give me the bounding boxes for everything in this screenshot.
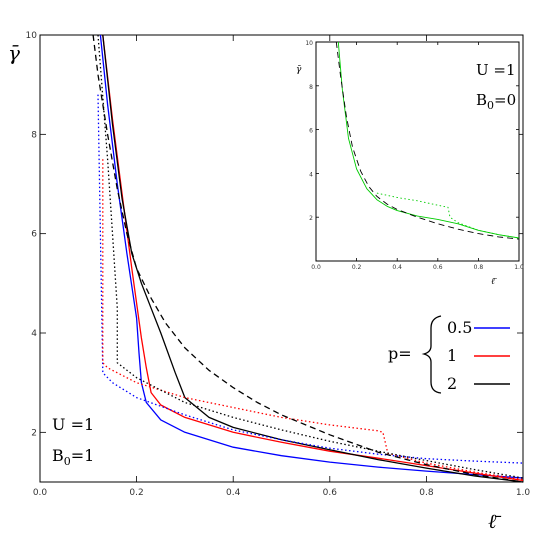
inset-y-tick-label: 4 bbox=[309, 171, 313, 178]
main-x-tick-label: 0.0 bbox=[33, 488, 48, 498]
inset-y-tick-label: 10 bbox=[305, 40, 313, 47]
x-axis-title: ℓ̄ bbox=[488, 509, 501, 533]
legend-label-2: 2 bbox=[447, 374, 457, 393]
inset-axis-ticks: 0.0 0.2 0.4 0.6 0.8 1.0 2 4 6 8 10 bbox=[305, 40, 524, 271]
inset-series-line-2-dotted bbox=[376, 192, 520, 239]
main-series-line-2-solid bbox=[102, 34, 524, 482]
legend-label-1: 1 bbox=[447, 346, 457, 365]
inset-chart: 0.0 0.2 0.4 0.6 0.8 1.0 2 4 6 8 10 ℓ̄ γ̄ U =1 B0=0 bbox=[296, 40, 524, 287]
main-y-tick-label: 6 bbox=[31, 230, 37, 240]
main-series-line-6-dotted bbox=[97, 34, 524, 479]
legend-brace bbox=[421, 315, 442, 394]
inset-y-tick-label: 2 bbox=[309, 215, 313, 222]
inset-x-tick-label: 0.0 bbox=[311, 264, 321, 271]
inset-annotation-u: U =1 bbox=[476, 61, 516, 79]
inset-x-tick-label: 0.8 bbox=[474, 264, 484, 271]
legend-entries: 0.5 1 2 bbox=[447, 318, 510, 393]
main-annotation-b-letter: B bbox=[52, 446, 64, 465]
inset-series-line-3-dashed bbox=[335, 41, 520, 240]
inset-x-tick-label: 0.4 bbox=[392, 264, 402, 271]
y-axis-title: γ̄ bbox=[8, 41, 20, 65]
main-plot-frame bbox=[39, 34, 524, 483]
main-series-line-3-solid bbox=[102, 34, 524, 483]
inset-series-line-1-solid bbox=[337, 41, 520, 239]
main-y-tick-label: 10 bbox=[26, 31, 38, 41]
main-x-tick-label: 1.0 bbox=[516, 488, 531, 498]
main-x-tick-label: 0.6 bbox=[323, 488, 338, 498]
inset-y-axis-title: γ̄ bbox=[296, 65, 302, 75]
inset-annotation-b-rest: =0 bbox=[494, 91, 516, 109]
main-series-line-1-solid bbox=[99, 34, 524, 479]
main-series-line-7-dashed bbox=[92, 34, 524, 483]
legend-label-0.5: 0.5 bbox=[447, 318, 472, 337]
inset-x-tick-label: 0.2 bbox=[352, 264, 362, 271]
legend-prefix: p= bbox=[388, 344, 412, 363]
main-annotation-b: B0=1 bbox=[52, 446, 94, 468]
main-y-tick-label: 4 bbox=[31, 329, 37, 339]
inset-plot-frame bbox=[315, 41, 520, 262]
inset-annotation-b-sub: 0 bbox=[487, 99, 494, 112]
main-x-tick-label: 0.8 bbox=[419, 488, 434, 498]
main-y-tick-label: 2 bbox=[31, 428, 37, 438]
main-y-tick-label: 8 bbox=[31, 130, 37, 140]
inset-y-tick-label: 8 bbox=[309, 84, 313, 91]
main-annotation-b-sub: 0 bbox=[64, 455, 71, 468]
inset-x-tick-label: 1.0 bbox=[514, 264, 524, 271]
inset-annotation-b: B0=0 bbox=[476, 91, 516, 112]
inset-x-axis-title: ℓ̄ bbox=[491, 277, 498, 287]
main-x-tick-label: 0.2 bbox=[129, 488, 143, 498]
inset-annotation-b-letter: B bbox=[476, 91, 487, 109]
legend: p= 0.5 1 2 bbox=[388, 315, 510, 394]
main-annotation-b-rest: =1 bbox=[71, 446, 95, 465]
inset-x-tick-label: 0.6 bbox=[433, 264, 443, 271]
inset-series-group bbox=[335, 41, 520, 240]
main-x-tick-label: 0.4 bbox=[226, 488, 241, 498]
main-series-line-5-dotted bbox=[102, 159, 524, 481]
main-annotation-u: U =1 bbox=[52, 415, 94, 434]
inset-y-tick-label: 6 bbox=[309, 128, 313, 135]
main-series-group bbox=[92, 34, 524, 483]
